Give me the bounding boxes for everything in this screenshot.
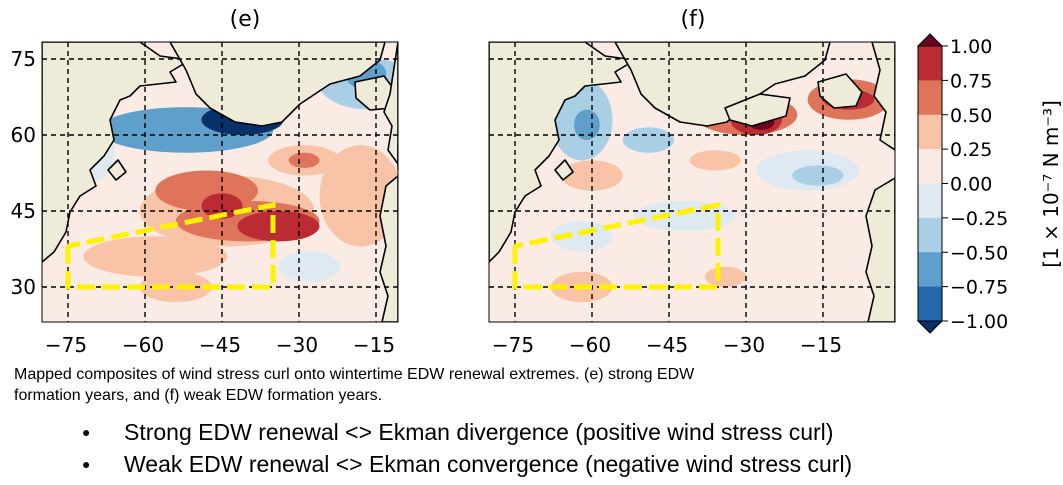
anomaly-patch [289,153,320,168]
colorbar-band [918,149,942,184]
lat-tick-label: 45 [11,199,36,223]
colorbar-tick-label: 1.00 [950,36,992,58]
colorbar-label: [1 × 10⁻⁷ N m⁻³] [1039,100,1063,268]
anomaly-patch [792,165,843,185]
lon-axis: −75 −60 −45 −30 −15 [492,333,842,357]
lon-tick-label: −15 [353,333,395,357]
panel-f: (f) −75 −60 −45 − [489,7,895,357]
colorbar-tick-label: −1.00 [950,311,1008,333]
lon-tick-label: −75 [492,333,534,357]
colorbar-tick-label: −0.25 [950,208,1008,230]
bullet-item: Strong EDW renewal <> Ekman divergence (… [82,416,852,448]
lon-axis: −75 −60 −45 −30 −15 [45,333,395,357]
figure-caption: Mapped composites of wind stress curl on… [14,364,914,406]
lon-tick-label: −45 [199,333,241,357]
figure: (e) 75 60 45 30 [0,0,1063,360]
colorbar-band [918,115,942,150]
colorbar-tick-label: −0.75 [950,277,1008,299]
lon-tick-label: −15 [800,333,842,357]
colorbar-tick-label: 0.00 [950,174,992,196]
colorbar-band [918,287,942,322]
colorbar-min-arrow [918,321,942,333]
colorbar-tick-label: 0.25 [950,139,992,161]
lat-tick-label: 75 [11,47,36,71]
colorbar-band [918,46,942,81]
lat-axis: 75 60 45 30 [11,47,36,299]
anomaly-patch [690,150,741,170]
colorbar-tick-label: 0.50 [950,105,992,127]
lat-tick-label: 60 [11,123,36,147]
lon-tick-label: −60 [122,333,164,357]
bullet-list: Strong EDW renewal <> Ekman divergence (… [82,416,852,480]
colorbar-tick-label: 0.75 [950,70,992,92]
colorbar-band [918,218,942,253]
panel-title: (e) [230,7,261,32]
panel-e: (e) 75 60 45 30 [11,7,423,357]
colorbar-band [918,184,942,219]
anomaly-patch [574,110,600,140]
lon-tick-label: −45 [646,333,688,357]
anomaly-patch [83,236,227,277]
caption-line: formation years, and (f) weak EDW format… [14,385,914,406]
lon-tick-label: −60 [569,333,611,357]
caption-line: Mapped composites of wind stress curl on… [14,364,914,385]
lat-tick-label: 30 [11,275,36,299]
anomaly-patch [278,252,340,282]
colorbar-max-arrow [918,34,942,46]
colorbar-band [918,80,942,115]
colorbar-tick-label: −0.50 [950,242,1008,264]
colorbar-band [918,252,942,287]
bullet-item: Weak EDW renewal <> Ekman convergence (n… [82,448,852,480]
lon-tick-label: −30 [276,333,318,357]
lon-tick-label: −75 [45,333,87,357]
anomaly-patch [623,127,674,152]
panel-title: (f) [681,7,706,32]
colorbar: 1.00 0.75 0.50 0.25 0.00 −0.25 −0.50 −0.75 −1.00… [918,34,1063,333]
lon-tick-label: −30 [723,333,765,357]
anomaly-patch [237,211,319,241]
anomaly-patch [705,267,746,287]
